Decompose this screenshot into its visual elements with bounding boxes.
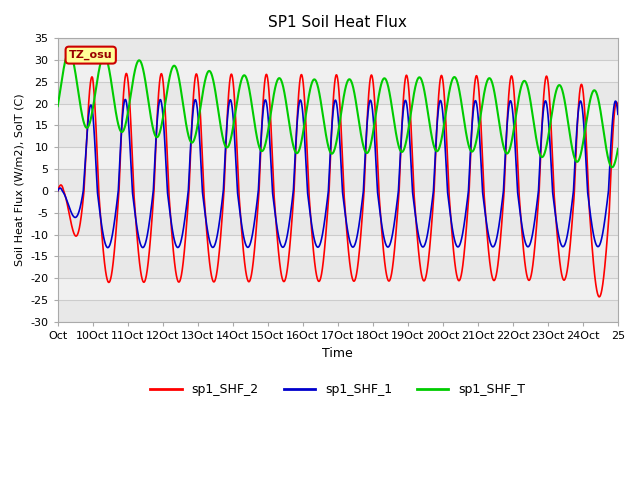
Text: TZ_osu: TZ_osu [69, 50, 113, 60]
Bar [58, 213, 618, 235]
Bar [58, 169, 618, 191]
Bar [58, 125, 618, 147]
Bar [58, 82, 618, 104]
Bar [58, 38, 618, 60]
Y-axis label: Soil Heat Flux (W/m2), SolT (C): Soil Heat Flux (W/m2), SolT (C) [15, 94, 25, 266]
Bar [58, 235, 618, 256]
Bar [58, 104, 618, 125]
Bar [58, 300, 618, 322]
Bar [58, 256, 618, 278]
Legend: sp1_SHF_2, sp1_SHF_1, sp1_SHF_T: sp1_SHF_2, sp1_SHF_1, sp1_SHF_T [145, 378, 531, 401]
Title: SP1 Soil Heat Flux: SP1 Soil Heat Flux [268, 15, 407, 30]
X-axis label: Time: Time [323, 347, 353, 360]
Bar [58, 278, 618, 300]
Bar [58, 147, 618, 169]
Bar [58, 60, 618, 82]
Bar [58, 191, 618, 213]
